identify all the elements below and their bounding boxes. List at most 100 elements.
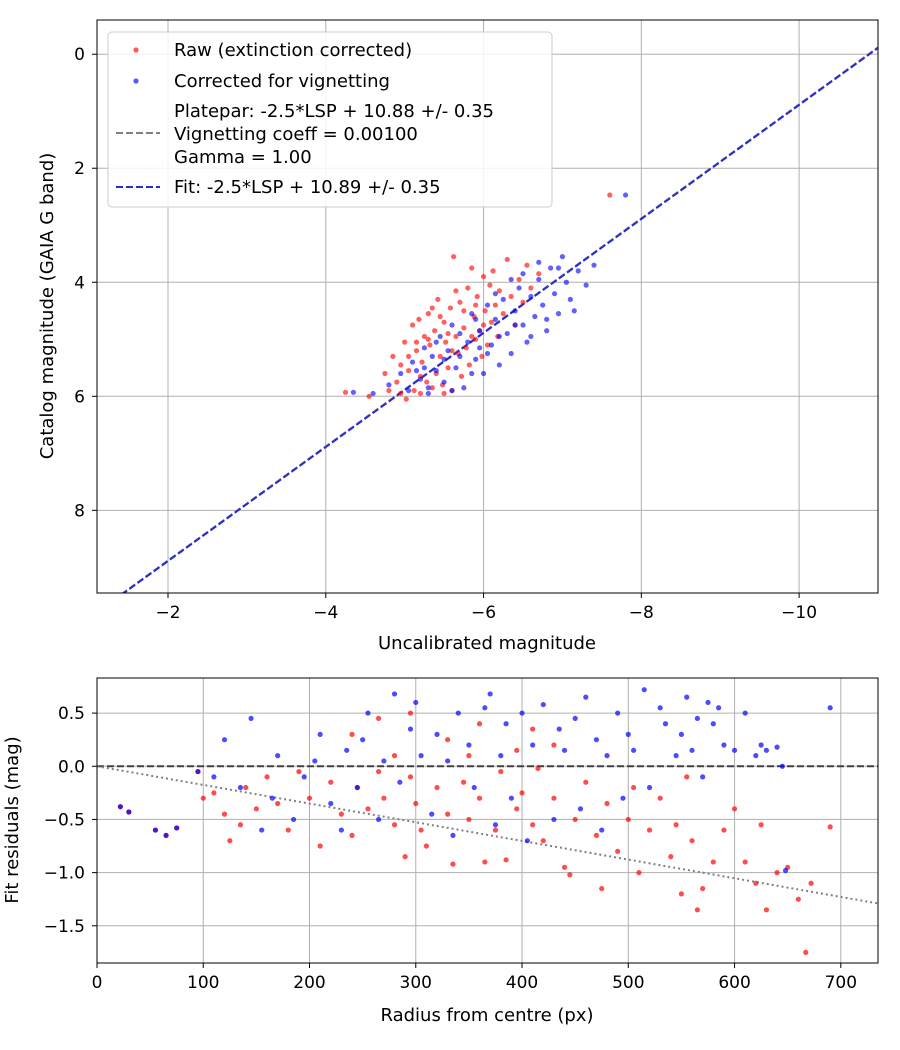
top-corrected-point (583, 282, 589, 288)
bottom-x-ticks: 0 100 200 300 400 500 600 700 (92, 963, 857, 993)
bottom-raw-point (604, 800, 610, 807)
top-raw-point (403, 396, 409, 402)
top-raw-point (382, 370, 388, 377)
top-corrected-point (441, 356, 447, 362)
bottom-raw-point (631, 784, 637, 791)
bottom-corrected-point (673, 753, 679, 759)
top-corrected-point (532, 313, 538, 320)
bottom-corrected-point (259, 827, 265, 833)
top-corrected-point (433, 368, 439, 374)
top-corrected-point (544, 328, 550, 334)
top-raw-point (473, 336, 479, 342)
top-corrected-point (465, 339, 471, 345)
bottom-corrected-point (391, 691, 398, 697)
bottom-raw-point (503, 857, 509, 863)
bottom-raw-point (625, 816, 631, 823)
bottom-corrected-point (381, 758, 387, 764)
top-raw-point (490, 268, 496, 274)
bottom-corrected-point (599, 827, 605, 833)
bottom-raw-point (391, 753, 398, 759)
bottom-corrected-point (641, 687, 647, 693)
bottom-corrected-point (774, 744, 780, 750)
bottom-raw-point (678, 891, 685, 897)
bottom-raw-point (535, 765, 541, 771)
bottom-corrected-point (117, 804, 123, 810)
top-raw-point (447, 305, 454, 311)
bottom-raw-point (264, 774, 270, 780)
bottom-raw-point (306, 795, 313, 801)
legend-platepar-line-1: Vignetting coeff = 0.00100 (174, 124, 418, 145)
bottom-corrected-point (779, 763, 785, 769)
bottom-raw-point (758, 822, 764, 828)
bottom-corrected-point (498, 753, 504, 759)
top-x-tick-label: −6 (471, 603, 496, 623)
top-corrected-point (417, 376, 424, 382)
bottom-corrected-point (338, 827, 344, 833)
bottom-corrected-point (275, 753, 281, 759)
bottom-corrected-point (593, 737, 600, 743)
bottom-raw-point (402, 854, 408, 860)
top-raw-point (409, 322, 416, 328)
bottom-raw-point (583, 779, 589, 785)
bottom-gridlines (96, 678, 878, 963)
top-x-tick-label: −10 (781, 603, 817, 623)
top-raw-point (445, 365, 451, 371)
bottom-raw-point (349, 731, 355, 737)
top-raw-point (427, 342, 433, 348)
bottom-corrected-point (471, 784, 477, 791)
top-y-tick-label: 0 (74, 45, 85, 65)
top-legend: Raw (extinction corrected) Corrected for… (107, 31, 553, 208)
bottom-raw-point (418, 827, 424, 833)
bottom-raw-point (211, 790, 217, 796)
top-raw-point (390, 353, 396, 359)
bottom-corrected-point (604, 753, 610, 759)
top-raw-point (500, 311, 506, 317)
top-corrected-point (469, 370, 475, 377)
bottom-x-tick-label: 200 (293, 973, 325, 993)
top-x-ticks: −2 −4 −6 −8 −10 (155, 593, 817, 623)
top-corrected-point (567, 296, 573, 302)
legend-platepar-line-2: Gamma = 1.00 (174, 147, 312, 168)
top-corrected-point (473, 356, 479, 362)
bottom-raw-point (296, 768, 302, 775)
bottom-raw-point (540, 838, 546, 844)
top-corrected-point (386, 382, 392, 388)
bottom-corrected-point (753, 753, 759, 759)
top-corrected-point (449, 387, 455, 394)
top-corrected-point (536, 276, 542, 283)
top-corrected-point (477, 345, 483, 351)
top-raw-point (402, 339, 408, 345)
top-raw-point (394, 379, 400, 385)
bottom-corrected-point (354, 784, 360, 791)
bottom-raw-point (795, 896, 801, 902)
bottom-corrected-point (827, 705, 833, 711)
bottom-raw-point (413, 800, 419, 807)
bottom-raw-point (253, 806, 259, 812)
legend-corrected-label: Corrected for vignetting (174, 71, 390, 92)
bottom-raw-point (285, 827, 291, 833)
bottom-corrected-point (397, 779, 403, 785)
top-y-axis-label: Catalog magnitude (GAIA G band) (37, 153, 58, 460)
bottom-raw-point (391, 822, 398, 828)
bottom-raw-point (519, 790, 525, 796)
top-corrected-point (551, 291, 558, 297)
bottom-raw-point (827, 824, 833, 830)
bottom-corrected-point (126, 809, 132, 815)
top-raw-point (449, 348, 455, 354)
bottom-raw-point (381, 795, 387, 801)
top-corrected-point (480, 370, 487, 377)
bottom-chart: 0 100 200 300 400 500 600 700 0.5 0.0 −0.5 −1.0 −1.… (2, 677, 879, 1026)
top-corrected-point (445, 348, 451, 354)
top-raw-point (386, 387, 392, 394)
bottom-corrected-point (312, 758, 318, 764)
bottom-corrected-point (700, 774, 706, 780)
bottom-x-tick-label: 500 (612, 973, 644, 993)
top-raw-point (536, 271, 542, 277)
top-raw-point (461, 325, 467, 331)
top-raw-point (406, 368, 412, 374)
bottom-raw-point (237, 822, 244, 828)
bottom-corrected-point (360, 737, 366, 743)
top-raw-point (398, 362, 404, 368)
top-raw-point (413, 348, 420, 354)
